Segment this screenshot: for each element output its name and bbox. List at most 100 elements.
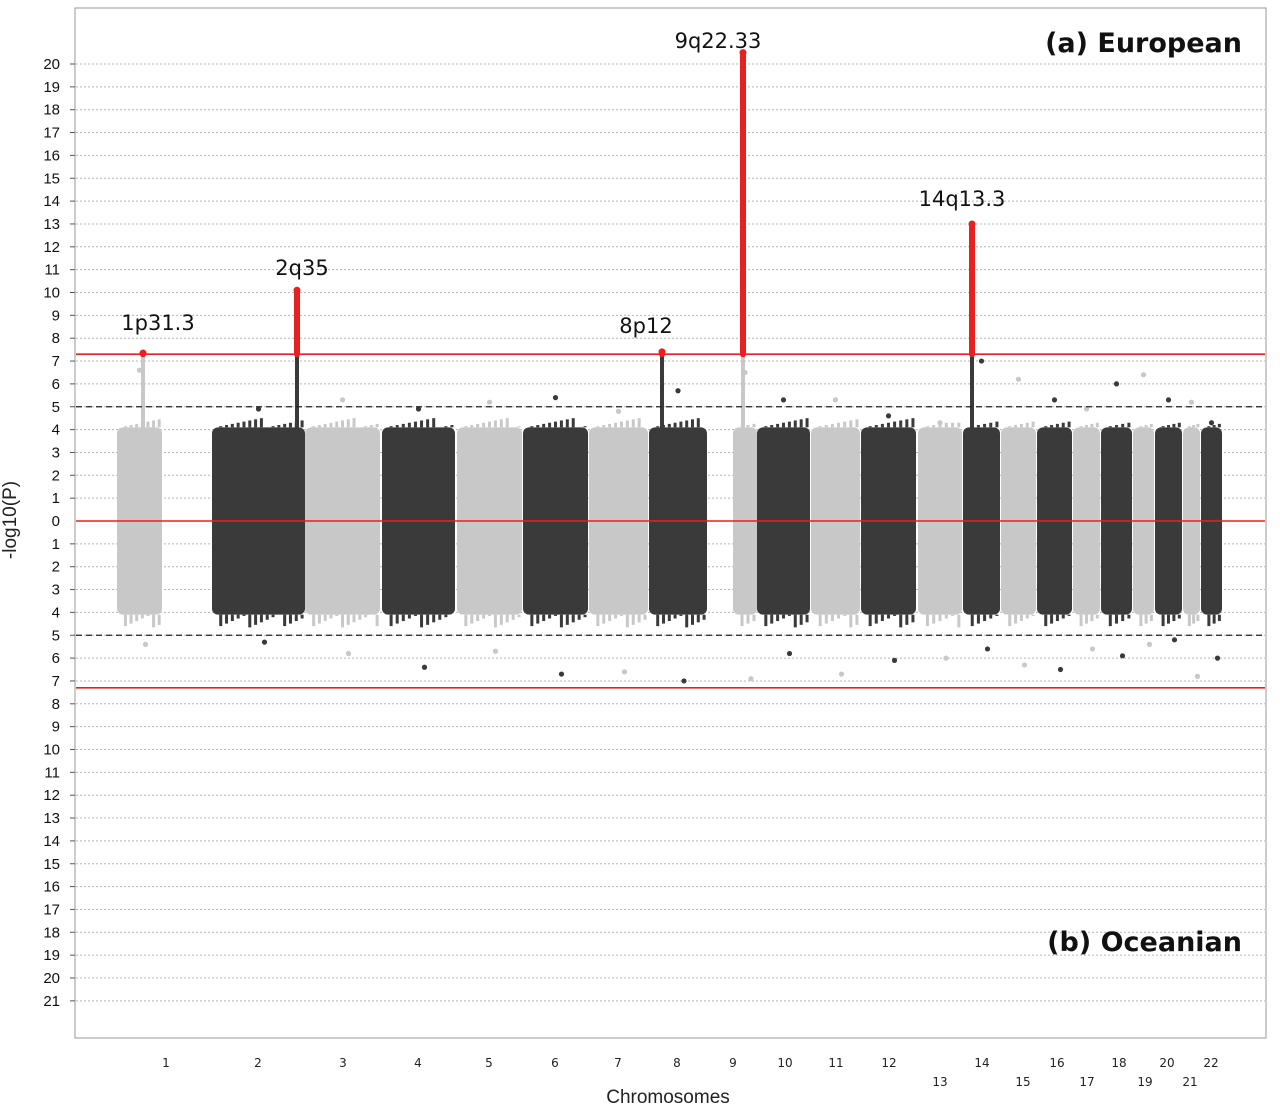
ytick-top-7: 7 [52, 353, 60, 370]
ytick-bottom-21: 21 [43, 993, 60, 1010]
peak-bottom-2 [261, 639, 268, 645]
annotation-8p12: 8p12 [619, 314, 672, 338]
peak-bottom-11 [838, 671, 845, 677]
peak-bottom-3 [345, 650, 352, 657]
peak-top-4 [415, 406, 422, 412]
ytick-top-17: 17 [43, 125, 60, 142]
ytick-bottom-3: 3 [52, 582, 60, 599]
ytick-bottom-10: 10 [43, 742, 60, 759]
peak-bottom-21 [1194, 673, 1201, 679]
ytick-bottom-20: 20 [43, 970, 60, 987]
peak-top-18 [1113, 381, 1120, 387]
xtick-chr-17: 17 [1079, 1075, 1094, 1089]
peak-top-6 [552, 395, 559, 401]
xtick-chr-14: 14 [974, 1056, 989, 1070]
y-axis-label: -log10(P) [0, 481, 21, 559]
peak-top-7 [615, 408, 622, 414]
ytick-top-11: 11 [44, 262, 60, 279]
ytick-bottom-5: 5 [52, 627, 60, 644]
ytick-top-2: 2 [52, 467, 60, 484]
xtick-chr-21: 21 [1182, 1075, 1197, 1089]
peak-bottom-14 [984, 646, 991, 652]
locus-peak-2 [293, 286, 301, 294]
peak-top-17 [1083, 406, 1090, 412]
xtick-chr-18: 18 [1111, 1056, 1126, 1070]
ytick-bottom-15: 15 [43, 856, 60, 873]
ytick-0: 0 [52, 513, 60, 530]
ytick-bottom-19: 19 [43, 947, 60, 964]
x-axis-label: Chromosomes [606, 1087, 730, 1108]
peak-bottom-6 [558, 671, 565, 677]
annotation-9q22-33: 9q22.33 [675, 29, 762, 53]
peak-bottom-22 [1214, 655, 1221, 661]
ytick-bottom-9: 9 [52, 719, 60, 736]
peak-top-16 [1051, 397, 1058, 403]
peak-top-19 [1140, 372, 1147, 378]
ytick-bottom-4: 4 [52, 604, 60, 621]
ytick-bottom-17: 17 [43, 901, 60, 918]
peak-top-5 [486, 399, 493, 405]
peak-bottom-5 [492, 648, 499, 654]
xtick-chr-5: 5 [485, 1056, 493, 1070]
peak-bottom-20 [1171, 637, 1178, 643]
ytick-top-4: 4 [52, 422, 60, 439]
xtick-chr-2: 2 [254, 1056, 262, 1070]
panel-label-top: (a) European [1045, 28, 1242, 59]
peak-bottom-18 [1119, 653, 1126, 659]
xtick-chr-8: 8 [673, 1056, 681, 1070]
xtick-chr-11: 11 [828, 1056, 843, 1070]
annotation-1p31-3: 1p31.3 [121, 311, 194, 335]
xtick-chr-6: 6 [551, 1056, 559, 1070]
ytick-bottom-7: 7 [52, 673, 60, 690]
peak-top-12 [885, 413, 892, 419]
threshold-lines [76, 353, 1265, 689]
ytick-top-8: 8 [52, 330, 60, 347]
peak-top-11 [832, 397, 839, 403]
peak-top-21 [1188, 399, 1195, 405]
ytick-bottom-8: 8 [52, 696, 60, 713]
locus-annotations: 1p31.3 2q35 8p12 9q22.33 14q13.3 [121, 29, 1005, 338]
peak-top-3 [339, 397, 346, 403]
peak-bottom-16 [1057, 666, 1064, 673]
peak-top-15 [1015, 376, 1022, 382]
annotation-2q35: 2q35 [275, 256, 328, 280]
ytick-bottom-16: 16 [43, 879, 60, 896]
annotation-14q13-3: 14q13.3 [919, 187, 1006, 211]
locus-peak-14 [968, 220, 976, 228]
ytick-bottom-14: 14 [43, 833, 60, 850]
peak-top-1 [136, 367, 143, 373]
peak-bottom-9 [748, 676, 754, 682]
xtick-chr-13: 13 [932, 1075, 947, 1089]
ytick-bottom-1: 1 [52, 536, 60, 553]
ytick-bottom-12: 12 [43, 787, 60, 804]
peak-top-8 [675, 388, 681, 394]
ytick-bottom-13: 13 [43, 810, 60, 827]
ytick-top-20: 20 [43, 56, 60, 73]
peak-top-10 [780, 397, 787, 403]
xtick-chr-3: 3 [339, 1056, 347, 1070]
ytick-bottom-6: 6 [52, 650, 60, 667]
locus-peak-1 [139, 349, 147, 357]
ytick-top-6: 6 [52, 376, 60, 393]
peak-bottom-17 [1089, 646, 1096, 652]
xtick-chr-15: 15 [1015, 1075, 1030, 1089]
xtick-chr-19: 19 [1137, 1075, 1152, 1089]
peak-top-2 [255, 406, 262, 412]
ytick-top-9: 9 [52, 307, 60, 324]
ytick-top-1: 1 [52, 490, 60, 507]
peak-top-13 [937, 420, 943, 426]
ytick-top-14: 14 [43, 193, 60, 210]
peak-bottom-13 [943, 655, 949, 661]
data-points [117, 49, 1222, 684]
peak-bottom-12 [891, 657, 898, 663]
panel-label-bottom: (b) Oceanian [1047, 927, 1242, 958]
plot-frame [74, 7, 1267, 1039]
xtick-chr-1: 1 [162, 1056, 170, 1070]
peak-top-22 [1208, 420, 1215, 426]
xtick-chr-12: 12 [881, 1056, 896, 1070]
xtick-chr-7: 7 [614, 1056, 622, 1070]
peak-bottom-1 [142, 641, 149, 647]
ytick-top-18: 18 [43, 102, 60, 119]
